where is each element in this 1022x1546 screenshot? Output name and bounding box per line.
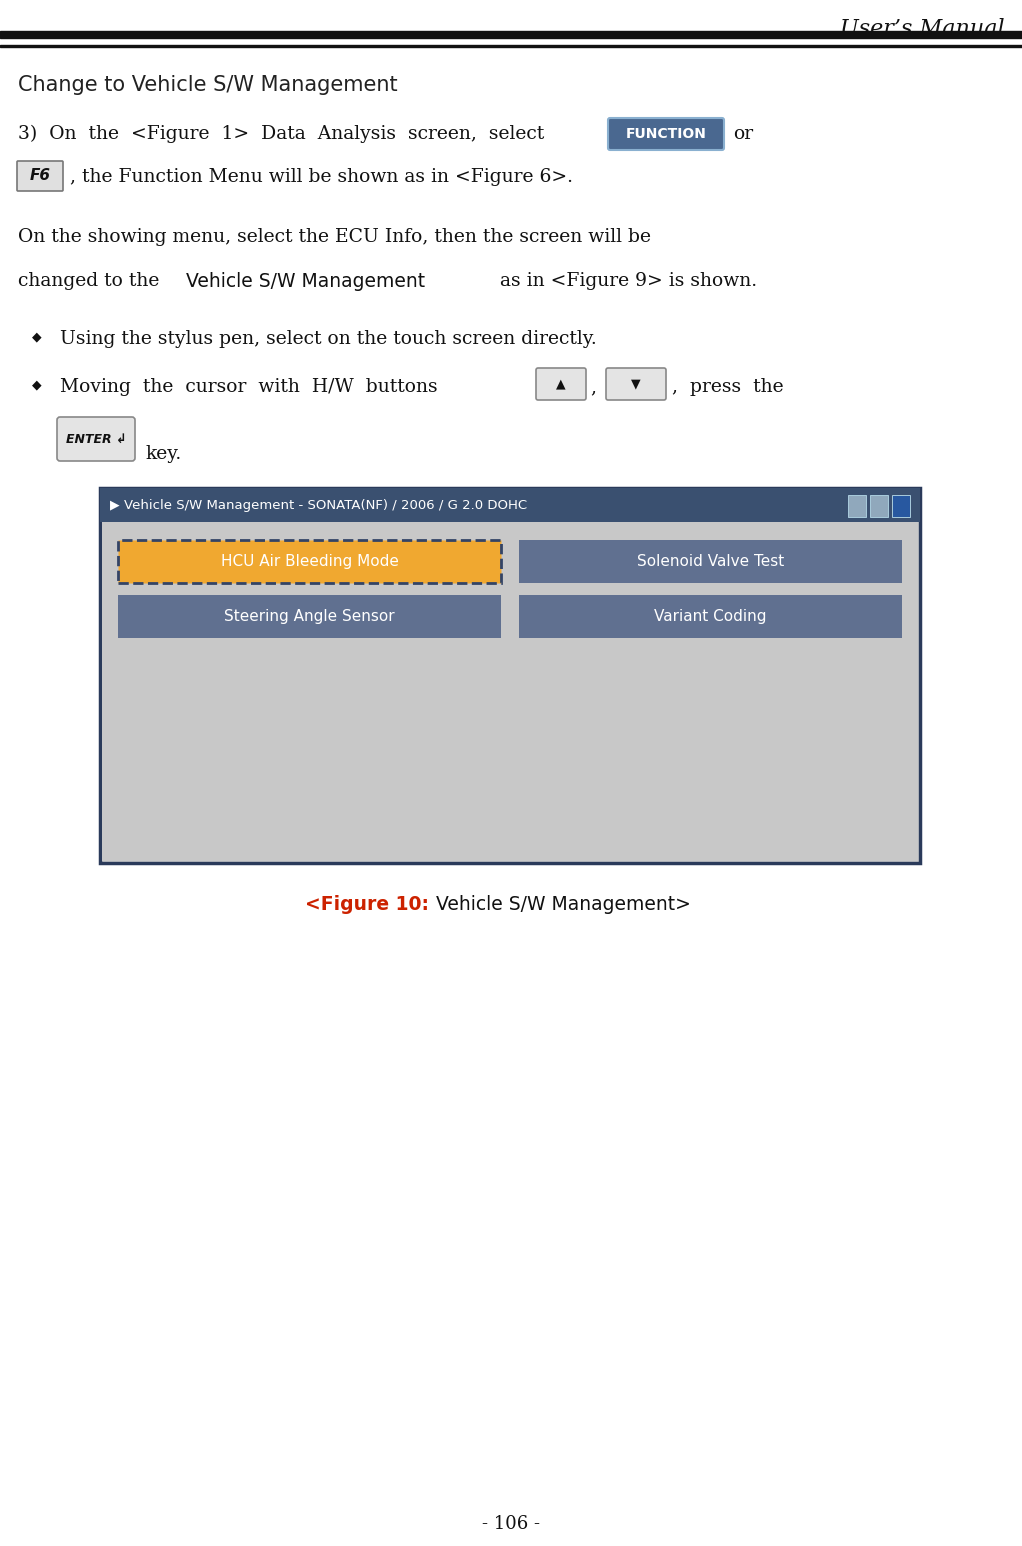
Text: F6: F6 [30, 169, 50, 184]
Text: or: or [733, 125, 753, 142]
Text: ▲: ▲ [556, 377, 566, 391]
FancyBboxPatch shape [606, 368, 666, 400]
Bar [519, 540, 902, 583]
Text: Variant Coding: Variant Coding [654, 609, 766, 625]
Text: Using the stylus pen, select on the touch screen directly.: Using the stylus pen, select on the touc… [60, 329, 597, 348]
Text: ▶: ▶ [110, 498, 120, 512]
Text: as in <Figure 9> is shown.: as in <Figure 9> is shown. [494, 272, 757, 291]
Bar [118, 595, 501, 638]
Text: FUNCTION: FUNCTION [625, 127, 706, 141]
Text: Vehicle S/W Management>: Vehicle S/W Management> [430, 895, 691, 914]
Bar [100, 489, 920, 863]
Text: Change to Vehicle S/W Management: Change to Vehicle S/W Management [18, 76, 398, 94]
Text: - 106 -: - 106 - [482, 1515, 540, 1534]
Bar [519, 595, 902, 638]
Text: Solenoid Valve Test: Solenoid Valve Test [637, 553, 784, 569]
Text: Steering Angle Sensor: Steering Angle Sensor [224, 609, 394, 625]
Text: , the Function Menu will be shown as in <Figure 6>.: , the Function Menu will be shown as in … [69, 169, 573, 186]
Text: changed to the: changed to the [18, 272, 166, 291]
Text: ◆: ◆ [32, 329, 42, 343]
FancyBboxPatch shape [57, 417, 135, 461]
Text: ,: , [590, 379, 596, 396]
Text: Vehicle S/W Management - SONATA(NF) / 2006 / G 2.0 DOHC: Vehicle S/W Management - SONATA(NF) / 20… [124, 498, 527, 512]
Text: User’s Manual: User’s Manual [840, 19, 1005, 40]
Text: On the showing menu, select the ECU Info, then the screen will be: On the showing menu, select the ECU Info… [18, 227, 651, 246]
Bar [870, 495, 888, 516]
FancyBboxPatch shape [536, 368, 586, 400]
Text: HCU Air Bleeding Mode: HCU Air Bleeding Mode [221, 553, 399, 569]
Text: key.: key. [145, 445, 181, 462]
Text: 3)  On  the  <Figure  1>  Data  Analysis  screen,  select: 3) On the <Figure 1> Data Analysis scree… [18, 125, 545, 144]
Text: Vehicle S/W Management: Vehicle S/W Management [186, 272, 425, 291]
Text: ▼: ▼ [632, 377, 641, 391]
Bar [0, 45, 1022, 46]
Text: Moving  the  cursor  with  H/W  buttons: Moving the cursor with H/W buttons [60, 379, 437, 396]
Bar [118, 540, 501, 583]
FancyBboxPatch shape [608, 117, 724, 150]
Bar [0, 31, 1022, 39]
Text: ENTER ↲: ENTER ↲ [65, 433, 127, 445]
Text: ◆: ◆ [32, 379, 42, 391]
Bar [892, 495, 910, 516]
Bar [102, 523, 918, 861]
Bar [848, 495, 866, 516]
Text: <Figure 10:: <Figure 10: [305, 895, 429, 914]
Text: ,  press  the: , press the [672, 379, 784, 396]
FancyBboxPatch shape [17, 161, 63, 192]
Bar [100, 489, 920, 523]
